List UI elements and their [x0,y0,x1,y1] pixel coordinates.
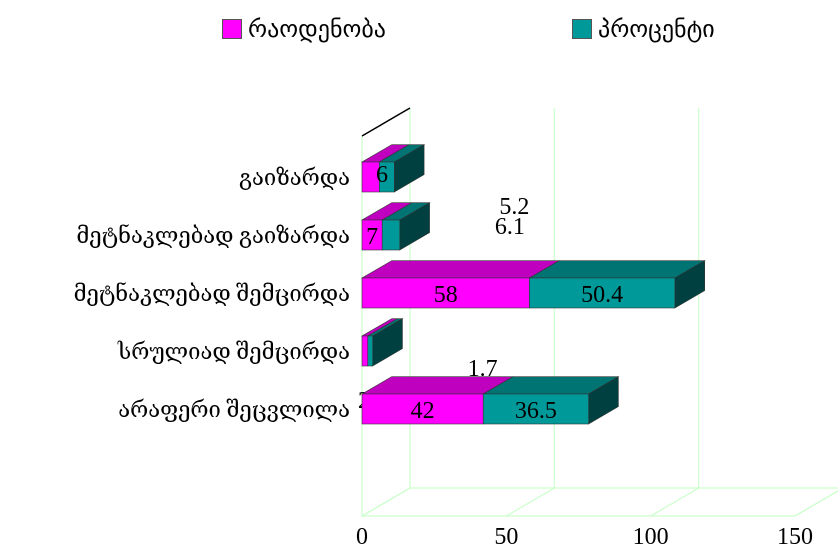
bar-4-0 [361,393,484,425]
legend-swatch-0 [222,19,242,39]
category-label-3: სრულიად შემცირდა [117,339,350,364]
x-tick-label: 50 [494,524,518,548]
bar-top-2-0 [360,260,561,279]
bar-1-1 [381,219,401,251]
category-label-4: არაფერი შეცვლილა [118,397,350,422]
legend-item-1: პროცენტი [572,14,715,44]
data-label-0-1: 5.2 [499,194,529,220]
category-label-0: გაიზარდა [239,165,350,190]
data-label-0-0: 6 [376,162,388,188]
category-label-2: მეტნაკლებად შემცირდა [74,281,350,306]
bar-top-2-1 [528,260,706,279]
legend-swatch-1 [572,19,592,39]
x-tick-label: 100 [633,524,669,548]
legend-item-0: რაოდენობა [222,14,386,44]
gridline-floor [794,490,838,517]
bar-2-0 [361,277,530,309]
category-label-1: მეტნაკლებად გაიზარდა [76,223,350,248]
data-label-4-1: 36.5 [515,398,557,424]
legend-label-0: რაოდენობა [248,15,386,43]
gridline-floor [506,487,555,517]
chart-floor [359,487,838,517]
bar-3-1 [367,335,373,367]
gridline-floor [361,487,411,517]
top-edge [361,107,411,137]
bar-4-1 [482,393,589,425]
legend-label-1: პროცენტი [598,15,715,43]
data-label-2-0: 58 [434,282,458,308]
data-label-2-1: 50.4 [581,282,623,308]
data-label-4-0: 42 [411,398,435,424]
data-label-1-1: 6.1 [495,214,525,240]
bar-0-1 [379,161,395,193]
bar-3-0 [361,335,369,367]
bar-2-1 [529,277,676,309]
gridline-floor [650,487,699,517]
x-tick-label: 0 [356,524,368,548]
data-label-1-0: 7 [366,224,378,250]
x-tick-label: 150 [777,524,813,548]
